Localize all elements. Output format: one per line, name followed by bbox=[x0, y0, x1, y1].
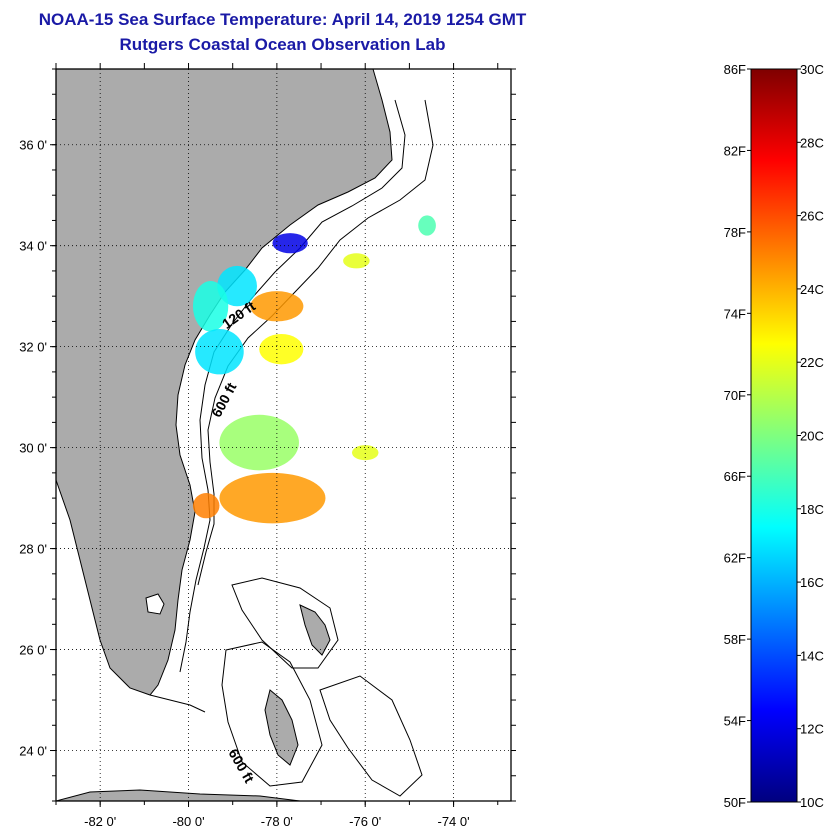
sst-patch-offshore-scatter-east bbox=[418, 215, 436, 236]
us-mainland bbox=[56, 69, 393, 696]
x-tick-label: -76 0' bbox=[349, 814, 381, 829]
sst-patch-offshore-georgia bbox=[259, 334, 304, 365]
sst-patch-gulf-stream-florida bbox=[219, 472, 326, 524]
sst-patch-long-bay-inshore bbox=[217, 265, 257, 307]
x-tick-label: -74 0' bbox=[438, 814, 470, 829]
colorbar bbox=[750, 68, 798, 803]
chart-title: NOAA-15 Sea Surface Temperature: April 1… bbox=[38, 10, 527, 29]
colorbar-f-label: 62F bbox=[724, 551, 746, 566]
y-tick-label: 34 0' bbox=[19, 239, 47, 254]
colorbar-c-label: 14C bbox=[800, 648, 824, 663]
colorbar-c-label: 28C bbox=[800, 135, 824, 150]
sst-patch-offshore-scatter-north bbox=[343, 253, 370, 269]
sst-patch-cape-fear-region bbox=[272, 233, 308, 254]
x-tick-label: -82 0' bbox=[84, 814, 116, 829]
sst-patch-northeast-florida-shelf bbox=[219, 414, 299, 471]
y-tick-label: 24 0' bbox=[19, 744, 47, 759]
colorbar-f-label: 50F bbox=[724, 795, 746, 810]
colorbar-c-label: 12C bbox=[800, 722, 824, 737]
colorbar-f-label: 78F bbox=[724, 225, 746, 240]
chart-subtitle: Rutgers Coastal Ocean Observation Lab bbox=[119, 35, 446, 54]
x-tick-label: -78 0' bbox=[261, 814, 293, 829]
map-frame bbox=[55, 68, 512, 802]
sst-patch-charleston-inshore bbox=[192, 281, 229, 332]
colorbar-c-label: 16C bbox=[800, 575, 824, 590]
sst-overlay bbox=[192, 215, 436, 524]
y-tick-label: 36 0' bbox=[19, 138, 47, 153]
colorbar-f-label: 86F bbox=[724, 62, 746, 77]
colorbar-f-label: 66F bbox=[724, 469, 746, 484]
florida-keys bbox=[149, 694, 206, 713]
colorbar-f-label: 74F bbox=[724, 306, 746, 321]
bahamas-bank-contour bbox=[231, 577, 339, 669]
colorbar-c-label: 24C bbox=[800, 282, 824, 297]
cuba-coast bbox=[56, 789, 301, 801]
x-tick-label: -80 0' bbox=[172, 814, 204, 829]
great-bahama-bank-contour bbox=[221, 641, 323, 787]
colorbar-c-label: 26C bbox=[800, 209, 824, 224]
colorbar-f-label: 70F bbox=[724, 388, 746, 403]
colorbar-c-label: 30C bbox=[800, 62, 824, 77]
colorbar-f-label: 82F bbox=[724, 143, 746, 158]
sst-patch-savannah-shelf bbox=[195, 328, 244, 375]
colorbar-c-label: 22C bbox=[800, 355, 824, 370]
abaco-island bbox=[299, 604, 331, 656]
y-tick-label: 32 0' bbox=[19, 340, 47, 355]
colorbar-f-label: 54F bbox=[724, 714, 746, 729]
y-tick-label: 28 0' bbox=[19, 542, 47, 557]
sst-patch-gulf-stream-north bbox=[250, 291, 304, 322]
sst-patch-florida-coast-warm bbox=[192, 493, 220, 519]
lake-okeechobee bbox=[145, 593, 165, 615]
colorbar-c-label: 18C bbox=[800, 502, 824, 517]
colorbar-c-label: 20C bbox=[800, 429, 824, 444]
y-tick-label: 26 0' bbox=[19, 643, 47, 658]
y-tick-label: 30 0' bbox=[19, 441, 47, 456]
andros-island bbox=[264, 689, 299, 766]
eastern-bahamas-contour bbox=[319, 675, 423, 797]
colorbar-f-label: 58F bbox=[724, 632, 746, 647]
sst-patch-offshore-scatter-south bbox=[351, 445, 379, 461]
colorbar-c-label: 10C bbox=[800, 795, 824, 810]
